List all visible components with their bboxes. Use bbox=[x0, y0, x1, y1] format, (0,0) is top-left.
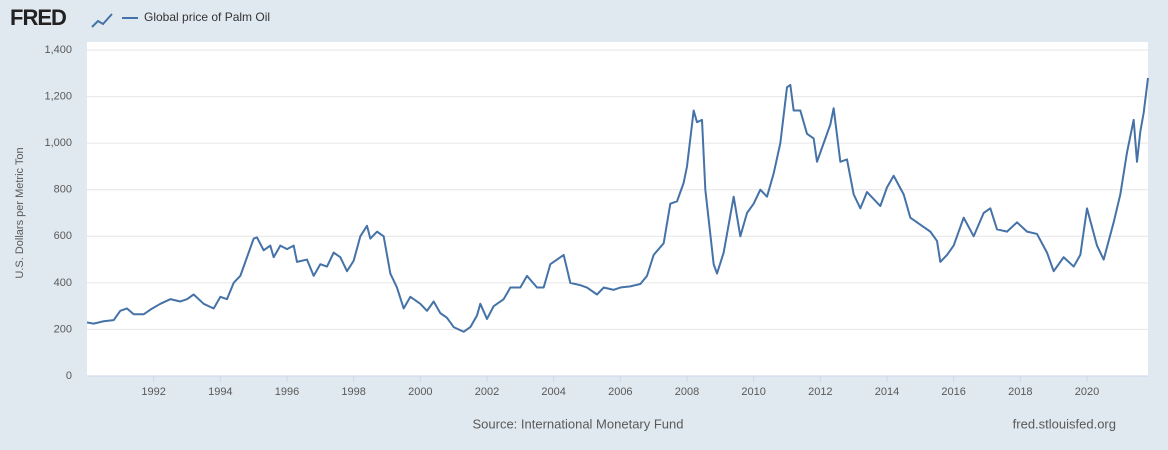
x-tick-label: 2006 bbox=[608, 386, 632, 398]
x-tick-label: 1992 bbox=[141, 386, 165, 398]
y-tick-label: 1,400 bbox=[44, 44, 72, 56]
y-tick-label: 1,200 bbox=[44, 90, 72, 102]
x-tick-label: 2004 bbox=[541, 386, 565, 398]
credit: fred.stlouisfed.org bbox=[1013, 416, 1116, 431]
legend-label: Global price of Palm Oil bbox=[144, 10, 270, 24]
x-tick-label: 2012 bbox=[808, 386, 832, 398]
x-tick-label: 2018 bbox=[1008, 386, 1032, 398]
y-tick-label: 200 bbox=[54, 323, 72, 335]
x-tick-label: 2000 bbox=[408, 386, 432, 398]
logo: FRED bbox=[10, 5, 66, 30]
y-tick-label: 1,000 bbox=[44, 137, 72, 149]
x-tick-label: 2002 bbox=[475, 386, 499, 398]
x-tick-label: 1998 bbox=[341, 386, 365, 398]
x-tick-label: 1994 bbox=[208, 386, 232, 398]
x-tick-label: 2010 bbox=[741, 386, 765, 398]
y-tick-label: 400 bbox=[54, 277, 72, 289]
logo-icon bbox=[91, 13, 113, 28]
x-tick-label: 2014 bbox=[875, 386, 899, 398]
x-tick-label: 2016 bbox=[941, 386, 965, 398]
y-axis-label: U.S. Dollars per Metric Ton bbox=[14, 147, 26, 278]
x-tick-label: 2008 bbox=[675, 386, 699, 398]
y-tick-label: 800 bbox=[54, 184, 72, 196]
source: Source: International Monetary Fund bbox=[472, 416, 683, 431]
y-tick-label: 0 bbox=[66, 370, 72, 382]
plot-area bbox=[87, 42, 1148, 376]
data-line bbox=[86, 77, 1149, 333]
x-tick-label: 1996 bbox=[275, 386, 299, 398]
x-tick-label: 2020 bbox=[1075, 386, 1099, 398]
y-tick-label: 600 bbox=[54, 230, 72, 242]
